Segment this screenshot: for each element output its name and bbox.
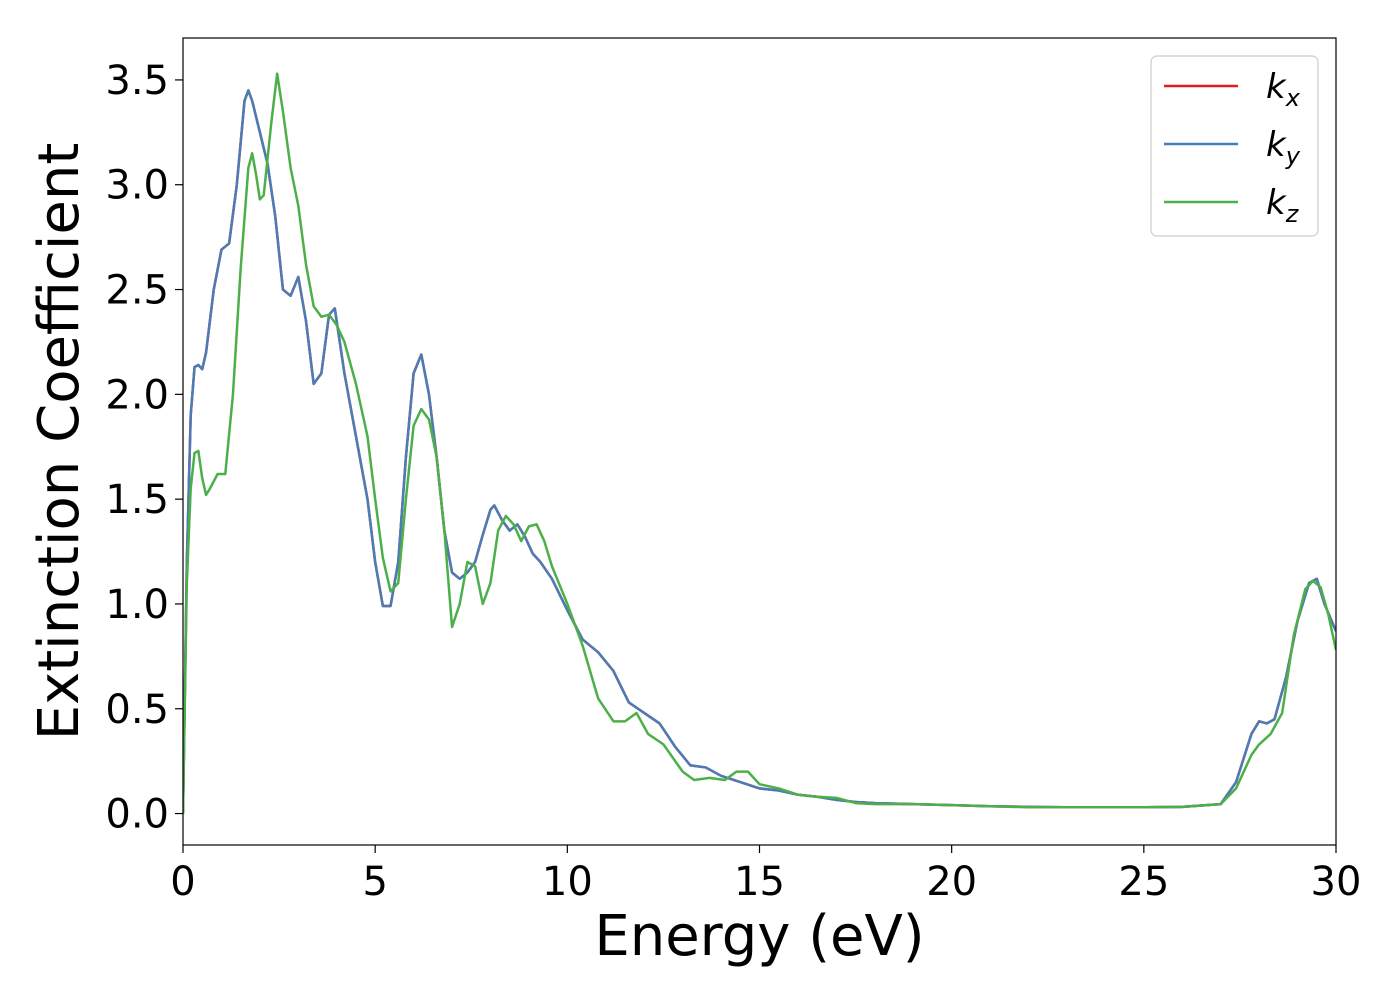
y-tick-label: 2.5 bbox=[105, 268, 169, 314]
x-tick-label: 10 bbox=[542, 859, 593, 905]
x-axis-ticks: 0 5 10 15 20 25 30 bbox=[170, 845, 1361, 905]
x-tick-label: 25 bbox=[1118, 859, 1169, 905]
y-tick-label: 0.5 bbox=[105, 687, 169, 733]
x-tick-label: 0 bbox=[170, 859, 195, 905]
y-axis-title: Extinction Coefficient bbox=[27, 143, 92, 741]
series-lines bbox=[183, 72, 1336, 814]
legend-label-kx: kx bbox=[1266, 67, 1301, 112]
series-line-kz bbox=[183, 72, 1336, 814]
x-tick-label: 20 bbox=[926, 859, 977, 905]
y-tick-label: 0.0 bbox=[105, 792, 169, 838]
x-tick-label: 15 bbox=[734, 859, 785, 905]
x-axis-title: Energy (eV) bbox=[594, 904, 924, 969]
y-tick-label: 3.5 bbox=[105, 58, 169, 104]
y-tick-label: 3.0 bbox=[105, 163, 169, 209]
y-axis-ticks: 0.0 0.5 1.0 1.5 2.0 2.5 3.0 3.5 bbox=[105, 58, 183, 838]
legend: kx ky kz bbox=[1150, 55, 1319, 237]
y-tick-label: 1.5 bbox=[105, 477, 169, 523]
legend-label-ky: ky bbox=[1266, 125, 1301, 170]
legend-label-kz: kz bbox=[1266, 183, 1300, 228]
y-tick-label: 1.0 bbox=[105, 582, 169, 628]
x-tick-label: 30 bbox=[1311, 859, 1362, 905]
legend-box bbox=[1150, 55, 1319, 237]
x-tick-label: 5 bbox=[362, 859, 387, 905]
y-tick-label: 2.0 bbox=[105, 372, 169, 418]
